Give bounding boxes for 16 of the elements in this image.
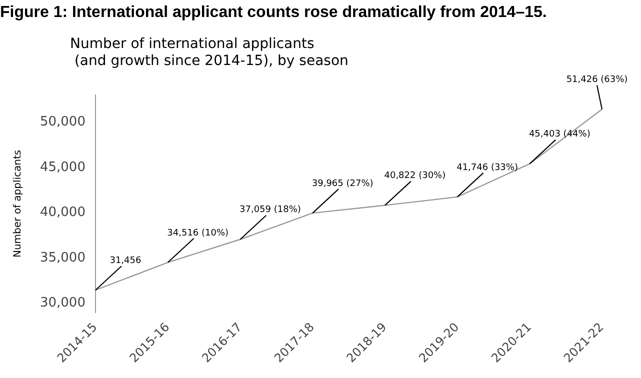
y-axis-title: Number of applicants xyxy=(12,150,24,258)
chart-title: Figure 1: International applicant counts rose dramatically from 2014–15. xyxy=(0,4,547,22)
data-label: 34,516 (10%) xyxy=(167,228,229,238)
y-tick-label: 45,000 xyxy=(40,160,86,175)
y-tick-label: 40,000 xyxy=(40,205,86,220)
data-label: 39,965 (27%) xyxy=(312,178,374,189)
y-tick-label: 35,000 xyxy=(40,250,86,266)
data-label: 41,746 (33%) xyxy=(456,162,518,173)
data-label: 37,059 (18%) xyxy=(240,205,301,216)
data-label: 40,822 (30%) xyxy=(384,171,446,182)
chart-subtitle: Number of international applicants (and growth since 2014-15), by season xyxy=(70,36,348,70)
data-label: 45,403 (44%) xyxy=(528,130,590,140)
data-label: 51,426 (63%) xyxy=(566,75,628,86)
data-label: 31,456 xyxy=(110,256,142,266)
y-tick-label: 30,000 xyxy=(40,296,86,311)
y-tick-label: 50,000 xyxy=(40,114,86,130)
